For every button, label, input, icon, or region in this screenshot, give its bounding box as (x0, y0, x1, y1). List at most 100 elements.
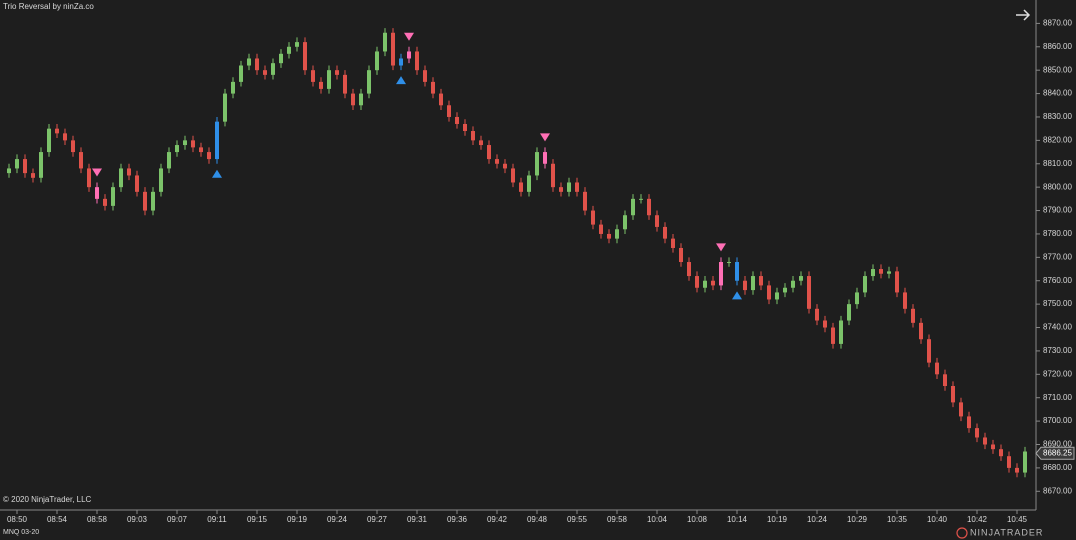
y-tick-label: 8820.00 (1043, 135, 1072, 144)
candle-body (455, 116, 459, 124)
candle-body (183, 140, 187, 146)
candle-body (191, 140, 195, 148)
x-tick-label: 10:08 (687, 515, 708, 524)
copyright: © 2020 NinjaTrader, LLC (3, 495, 92, 504)
candle-body (199, 147, 203, 153)
y-tick-label: 8800.00 (1043, 182, 1072, 191)
candle-body (615, 229, 619, 239)
candle-body (495, 159, 499, 164)
y-tick-label: 8680.00 (1043, 463, 1072, 472)
y-tick-label: 8760.00 (1043, 276, 1072, 285)
candle-body (431, 81, 435, 94)
y-tick-label: 8750.00 (1043, 299, 1072, 308)
last-price-label: 8686.25 (1043, 448, 1072, 457)
candle-body (551, 163, 555, 188)
signal-up (396, 76, 406, 85)
signal-down (92, 168, 102, 177)
candle-body (815, 308, 819, 321)
x-tick-label: 10:04 (647, 515, 668, 524)
candle-body (247, 58, 251, 66)
candle-body (783, 287, 787, 293)
candle-body (727, 262, 731, 264)
candle-body (775, 292, 779, 300)
candle-body (47, 128, 51, 153)
candle-body (767, 285, 771, 300)
x-tick-label: 09:48 (527, 515, 548, 524)
signal-down (404, 32, 414, 41)
navigate-icon[interactable] (1016, 9, 1031, 21)
candle-body (215, 121, 219, 160)
x-tick-label: 09:11 (207, 515, 227, 524)
x-tick-label: 10:24 (807, 515, 828, 524)
x-tick-label: 09:58 (607, 515, 628, 524)
candle-body (631, 198, 635, 216)
candle-body (735, 262, 739, 281)
signal-up (732, 291, 742, 300)
x-tick-label: 09:36 (447, 515, 468, 524)
y-tick-label: 8790.00 (1043, 206, 1072, 215)
x-tick-label: 09:07 (167, 515, 188, 524)
y-tick-label: 8710.00 (1043, 393, 1072, 402)
candle-body (351, 93, 355, 106)
candle-body (15, 159, 19, 169)
y-tick-label: 8870.00 (1043, 19, 1072, 28)
candle-body (951, 386, 955, 403)
chart-title: Trio Reversal by ninZa.co (3, 2, 94, 11)
candle-body (87, 168, 91, 188)
x-tick-label: 08:58 (87, 515, 108, 524)
candle-body (575, 182, 579, 192)
x-tick-label: 10:19 (767, 515, 788, 524)
y-tick-label: 8840.00 (1043, 89, 1072, 98)
candle-body (519, 182, 523, 192)
candle-body (311, 70, 315, 82)
candle-body (127, 168, 131, 176)
candle-body (159, 168, 163, 192)
candle-body (751, 276, 755, 291)
x-tick-label: 09:24 (327, 515, 348, 524)
x-tick-label: 10:40 (927, 515, 948, 524)
logo-icon (956, 527, 968, 539)
x-tick-label: 09:42 (487, 515, 508, 524)
candle-body (647, 198, 651, 216)
y-tick-label: 8860.00 (1043, 42, 1072, 51)
candle-body (687, 262, 691, 277)
candle-body (999, 449, 1003, 457)
last-price-box (1035, 446, 1075, 460)
candle-body (895, 271, 899, 293)
candle-body (887, 271, 891, 274)
y-tick-label: 8850.00 (1043, 65, 1072, 74)
signal-up (212, 169, 222, 178)
candle-body (599, 224, 603, 234)
candle-body (71, 140, 75, 153)
candle-body (471, 131, 475, 141)
candle-body (511, 168, 515, 183)
candle-body (119, 168, 123, 188)
candle-body (591, 210, 595, 225)
y-tick-label: 8770.00 (1043, 252, 1072, 261)
candle-body (831, 327, 835, 344)
candle-body (375, 51, 379, 71)
instrument: MNQ 03-20 (3, 529, 39, 536)
candle-body (463, 123, 467, 132)
y-tick-label: 8720.00 (1043, 369, 1072, 378)
candle-body (839, 320, 843, 344)
candle-body (911, 308, 915, 323)
candle-body (807, 276, 811, 309)
candle-body (919, 322, 923, 340)
y-tick-label: 8700.00 (1043, 416, 1072, 425)
candle-body (239, 65, 243, 82)
candle-body (263, 70, 267, 75)
candle-body (663, 226, 667, 239)
candle-body (103, 198, 107, 206)
candle-body (719, 262, 723, 286)
x-tick-label: 09:15 (247, 515, 268, 524)
candle-body (143, 191, 147, 211)
candle-body (79, 152, 83, 169)
candle-body (503, 163, 507, 169)
candle-body (567, 182, 571, 192)
candle-body (671, 238, 675, 248)
candle-body (439, 93, 443, 106)
candle-body (95, 187, 99, 199)
candle-body (167, 152, 171, 169)
candle-body (759, 276, 763, 286)
